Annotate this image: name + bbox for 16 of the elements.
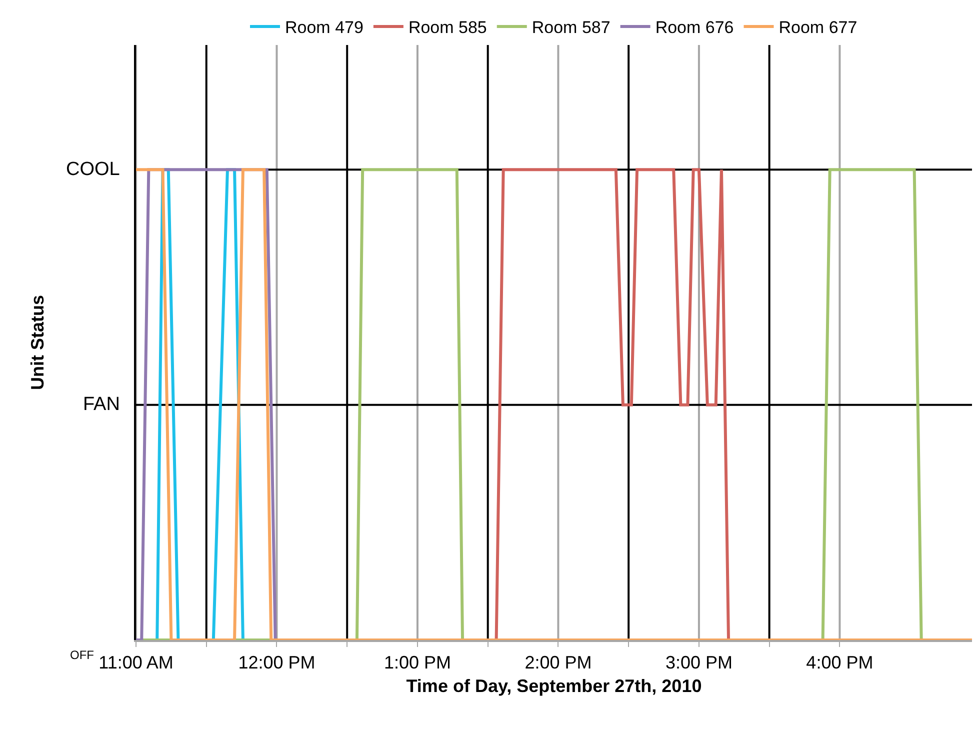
- x-tick-label: 2:00 PM: [524, 652, 592, 673]
- legend-label: Room 585: [408, 18, 487, 38]
- legend-label: Room 676: [655, 18, 734, 38]
- legend-label: Room 677: [778, 18, 858, 38]
- text: COOL: [66, 159, 120, 180]
- text: OFF: [70, 648, 94, 662]
- text: FAN: [83, 394, 120, 415]
- legend-label: Room 479: [285, 18, 364, 38]
- x-tick-label: 3:00 PM: [665, 652, 732, 673]
- x-axis-title: Time of Day, September 27th, 2010: [406, 676, 702, 696]
- x-tick-label: 1:00 PM: [384, 652, 452, 673]
- x-tick-label: 11:00 AM: [98, 652, 174, 673]
- x-tick-label: 4:00 PM: [806, 652, 874, 673]
- legend-label: Room 587: [532, 18, 610, 38]
- y-axis-title: Unit Status: [28, 294, 48, 390]
- x-tick-label: 12:00 PM: [238, 652, 316, 673]
